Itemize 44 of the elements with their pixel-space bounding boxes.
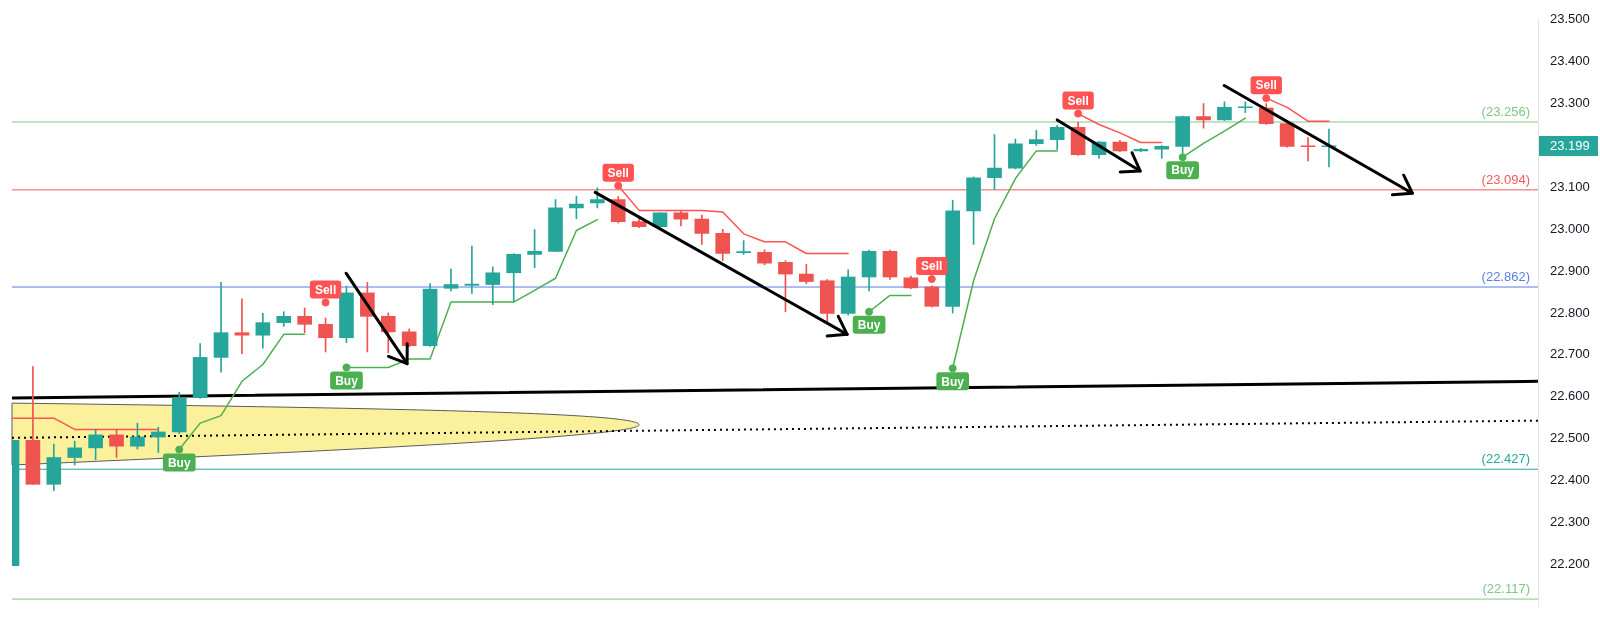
data-label: Buy bbox=[941, 374, 965, 389]
point bbox=[321, 298, 330, 307]
candlestick bbox=[443, 268, 459, 292]
data-label: Buy bbox=[167, 455, 191, 470]
y-tick-label: 22.900 bbox=[1550, 262, 1590, 278]
y-tick-label: 23.000 bbox=[1550, 220, 1590, 236]
candlestick bbox=[151, 427, 166, 453]
text: 23.199 bbox=[1550, 138, 1590, 154]
y-tick-label: 22.300 bbox=[1550, 514, 1590, 530]
data-label: Sell bbox=[314, 282, 337, 297]
data-label: Sell bbox=[1067, 93, 1089, 108]
y-tick-label: 22.400 bbox=[1550, 472, 1590, 488]
point bbox=[614, 181, 623, 190]
point bbox=[948, 364, 957, 373]
y-tick-label: 22.200 bbox=[1550, 555, 1590, 571]
y-tick-label: 22.800 bbox=[1550, 304, 1590, 320]
data-label: Sell bbox=[921, 259, 943, 274]
ref-line-label: (23.256) bbox=[1481, 104, 1530, 120]
data-label: Sell bbox=[1255, 78, 1277, 93]
point bbox=[865, 307, 874, 316]
data-label: Sell bbox=[607, 165, 629, 180]
point bbox=[1262, 94, 1271, 103]
data-label: Buy bbox=[857, 318, 881, 333]
ref-line-label: (22.427) bbox=[1481, 451, 1530, 467]
ref-line-label: (22.117) bbox=[1482, 581, 1530, 597]
point bbox=[1178, 153, 1187, 162]
ref-line-label: (23.094) bbox=[1481, 171, 1530, 187]
candlestick bbox=[1300, 137, 1316, 162]
y-tick-label: 23.300 bbox=[1550, 95, 1590, 111]
data-label: Buy bbox=[335, 373, 359, 388]
y-tick-label: 22.700 bbox=[1550, 346, 1590, 362]
y-tick-label: 22.500 bbox=[1550, 430, 1590, 446]
y-tick-label: 23.500 bbox=[1550, 11, 1590, 27]
data-label: Buy bbox=[1171, 163, 1195, 178]
candlestick bbox=[464, 245, 480, 294]
y-tick-label: 22.600 bbox=[1550, 388, 1590, 404]
y-tick-label: 23.100 bbox=[1550, 178, 1590, 194]
point bbox=[927, 275, 936, 284]
y-tick-label: 23.400 bbox=[1550, 53, 1590, 69]
ref-line-label: (22.862) bbox=[1481, 269, 1530, 285]
point bbox=[1074, 109, 1083, 118]
point bbox=[175, 445, 184, 454]
candlestick bbox=[234, 298, 250, 354]
point bbox=[342, 363, 351, 372]
